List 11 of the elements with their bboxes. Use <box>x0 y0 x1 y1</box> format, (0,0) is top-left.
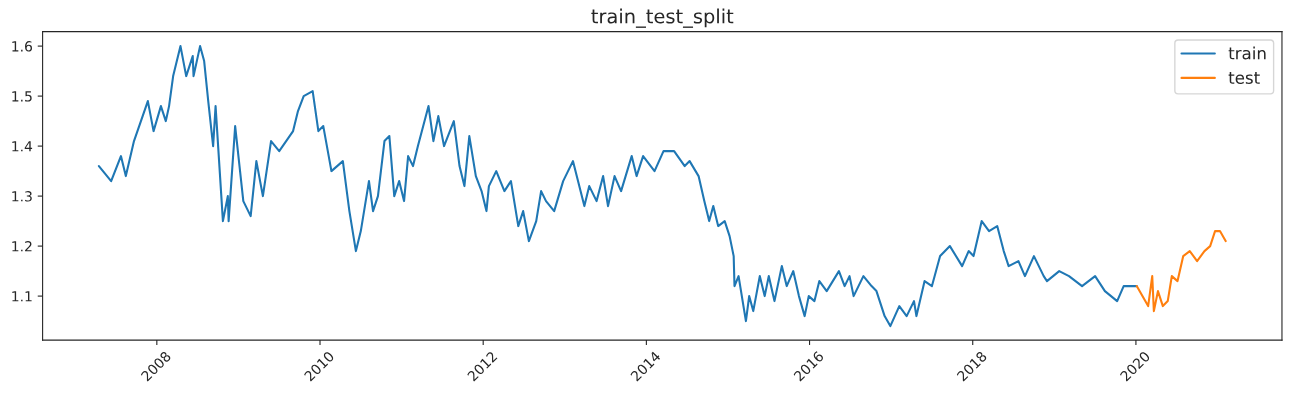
y-tick-label: 1.6 <box>12 41 33 52</box>
y-tick-label: 1.1 <box>12 291 32 302</box>
y-tick-label: 1.4 <box>12 141 33 152</box>
legend-label: train <box>1228 46 1266 60</box>
line-series <box>97 45 1138 328</box>
legend-label: test <box>1228 72 1260 84</box>
chart-title: train_test_split <box>591 8 734 28</box>
y-tick-label: 1.2 <box>12 241 32 252</box>
y-tick-label: 1.3 <box>12 191 32 202</box>
y-tick-label: 1.5 <box>12 91 32 102</box>
line-series <box>1135 230 1227 313</box>
